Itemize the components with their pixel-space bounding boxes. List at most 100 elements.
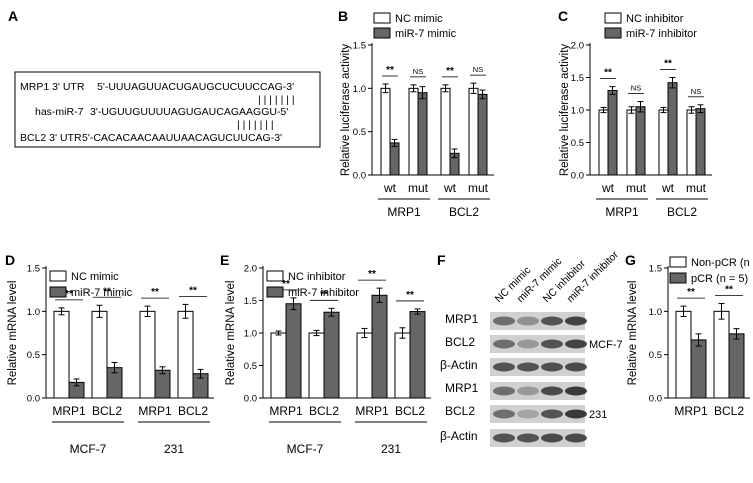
bar xyxy=(667,82,678,176)
mrp1-utr-label: MRP1 3' UTR xyxy=(20,81,85,93)
blot-strip xyxy=(490,382,585,400)
legend-label: miR-7 mimic xyxy=(71,287,133,299)
group-label: MRP1 xyxy=(605,205,639,219)
x-tick-label: MRP1 xyxy=(355,404,389,418)
blot-band xyxy=(517,386,539,396)
significance-label: ** xyxy=(386,65,394,76)
panel-letter-f: F xyxy=(437,252,446,268)
pairing-bars-bottom: | | | | | | | xyxy=(237,119,274,131)
blot-cell-line-label: 231 xyxy=(589,409,607,421)
blot-band xyxy=(493,362,515,372)
panel-letter-b: B xyxy=(338,8,348,24)
y-tick-label: 0.5 xyxy=(353,127,366,138)
y-tick-label: 1.5 xyxy=(571,73,584,84)
group-label: 231 xyxy=(164,442,184,456)
blot-row-label: MRP1 xyxy=(445,381,479,395)
x-tick-label: MRP1 xyxy=(674,404,708,418)
bar xyxy=(323,311,340,399)
panel-a-sequence-box: MRP1 3' UTR 5'-UUUAGUUACUGAUGCUCUUCCAG-3… xyxy=(14,71,321,148)
bar xyxy=(598,109,609,176)
blot-band xyxy=(541,339,563,349)
legend-label: pCR (n = 5) xyxy=(691,273,748,285)
blot-band xyxy=(565,433,587,443)
panel-letter-c: C xyxy=(558,8,568,24)
blot-band xyxy=(517,433,539,443)
x-tick-label: MRP1 xyxy=(138,404,172,418)
significance-label: NS xyxy=(691,87,701,96)
mrp1-utr-sequence: 5'-UUUAGUUACUGAUGCUCUUCCAG-3' xyxy=(97,81,294,93)
bar xyxy=(408,87,419,176)
blot-band xyxy=(493,409,515,419)
legend-swatch xyxy=(373,12,391,24)
blot-band xyxy=(493,433,515,443)
bar xyxy=(356,332,373,399)
legend-swatch xyxy=(266,270,284,282)
bar xyxy=(285,303,302,399)
legend-label: miR-7 inhibitor xyxy=(626,28,697,40)
significance-label: ** xyxy=(725,285,733,296)
blot-strip xyxy=(490,312,585,330)
y-tick-label: 0.0 xyxy=(27,394,40,405)
significance-label: NS xyxy=(413,67,423,76)
bcl2-utr-sequence: 5'-CACACAACAAUUAACAGUCUUCAG-3' xyxy=(82,132,282,144)
y-tick-label: 1.0 xyxy=(244,329,257,340)
panel-e-chart: 0.0 0.5 1.0 1.5 2.0 Relative mRNA level MRP1 **… xyxy=(225,264,431,456)
sequence-box-frame xyxy=(14,71,321,148)
significance-label: ** xyxy=(368,269,376,280)
bar xyxy=(308,332,325,399)
x-tick-label: BCL2 xyxy=(309,404,339,418)
y-tick-label: 1.0 xyxy=(571,106,584,117)
y-tick-label: 1.5 xyxy=(353,41,366,52)
legend-swatch xyxy=(604,27,622,39)
blot-band xyxy=(565,409,587,419)
bar xyxy=(417,92,428,176)
legend-swatch xyxy=(669,272,687,284)
x-tick-label: mut xyxy=(408,181,429,195)
legend-label: NC mimic xyxy=(395,13,443,25)
y-tick-label: 0.0 xyxy=(571,171,584,182)
bar xyxy=(270,332,287,399)
significance-label: ** xyxy=(103,286,111,297)
significance-label: ** xyxy=(687,287,695,298)
significance-label: ** xyxy=(282,279,290,290)
x-tick-label: BCL2 xyxy=(178,404,208,418)
bar xyxy=(607,90,618,176)
y-tick-label: 1.0 xyxy=(27,307,40,318)
blot-row-label: β-Actin xyxy=(440,358,478,372)
bar xyxy=(389,142,400,176)
group-label: MCF-7 xyxy=(287,442,324,456)
bar xyxy=(394,332,411,399)
panel-f-western-blot: NC mimic miR-7 mimic NC inhibitor miR-7 … xyxy=(440,248,623,447)
x-tick-label: BCL2 xyxy=(395,404,425,418)
y-tick-label: 0.5 xyxy=(244,361,257,372)
legend-swatch xyxy=(49,286,67,298)
blot-strip xyxy=(490,335,585,353)
group-label: BCL2 xyxy=(667,205,697,219)
blot-band xyxy=(493,316,515,326)
blot-row-label: BCL2 xyxy=(445,335,475,349)
blot-band xyxy=(517,316,539,326)
bar xyxy=(380,87,391,176)
significance-label: ** xyxy=(604,68,612,79)
y-tick-label: 1.5 xyxy=(27,264,40,275)
blot-band xyxy=(565,386,587,396)
bar xyxy=(690,339,707,399)
group-label: BCL2 xyxy=(449,205,479,219)
blot-band xyxy=(493,339,515,349)
y-tick-label: 2.0 xyxy=(244,264,257,275)
y-tick-label: 0.5 xyxy=(571,138,584,149)
panel-letter-g: G xyxy=(625,252,636,268)
significance-label: ** xyxy=(406,290,414,301)
blot-row-label: MRP1 xyxy=(445,312,479,326)
bar xyxy=(477,93,488,176)
x-tick-label: wt xyxy=(601,181,615,195)
legend-label: NC inhibitor xyxy=(626,13,684,25)
legend-label: Non-pCR (n = 5) xyxy=(691,257,753,269)
legend-label: miR-7 inhibitor xyxy=(288,287,359,299)
bar xyxy=(91,310,108,399)
blot-row-label: β-Actin xyxy=(440,429,478,443)
blot-band xyxy=(541,362,563,372)
group-label: 231 xyxy=(381,442,401,456)
bcl2-utr-label: BCL2 3' UTR xyxy=(20,132,82,144)
